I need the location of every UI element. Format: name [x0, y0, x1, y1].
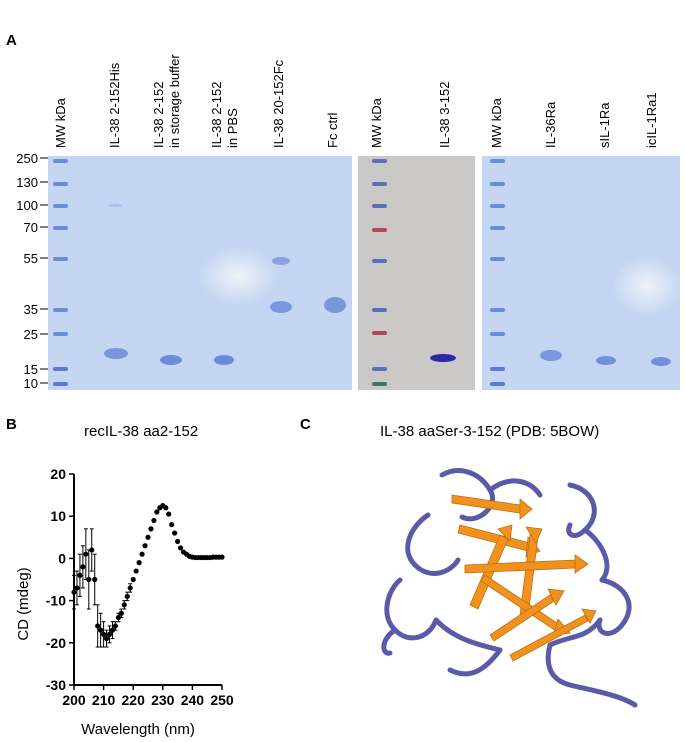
lane-label-mw-1: MW kDa	[53, 98, 68, 148]
cd-y-tick-label: -10	[46, 593, 66, 609]
lane-label-icil1ra1: icIL-1Ra1	[644, 92, 659, 148]
cd-data-point	[121, 602, 127, 608]
cd-data-point	[89, 547, 95, 553]
mw-tick-100: 100	[16, 198, 38, 213]
mw-tick-25: 25	[23, 327, 38, 342]
mw-tick-70: 70	[23, 220, 38, 235]
cd-data-point	[139, 551, 145, 557]
lane-label-il38-3: IL-38 3-152	[437, 81, 452, 149]
cd-y-tick-label: -30	[46, 677, 66, 693]
cd-xlabel: Wavelength (nm)	[81, 721, 195, 738]
cd-data-point	[106, 631, 113, 637]
panel-label-a: A	[6, 32, 17, 49]
cd-y-tick-label: 10	[50, 508, 66, 524]
cd-data-point	[115, 614, 121, 621]
cd-data-point	[95, 623, 101, 629]
cd-x-tick-label: 240	[181, 692, 205, 708]
cd-data-point	[112, 623, 119, 629]
cd-data-point	[127, 585, 133, 591]
cd-x-tick-label: 210	[92, 692, 116, 708]
gel-image-3	[482, 156, 680, 390]
lane-label-sil1ra: sIL-1Ra	[597, 102, 612, 148]
gel-image-1	[48, 156, 352, 390]
lane-label-storage-2: in storage buffer	[167, 54, 182, 148]
cd-data-point	[92, 576, 98, 583]
cd-ylabel: CD (mdeg)	[15, 567, 32, 640]
lane-label-mw-2: MW kDa	[369, 98, 384, 148]
mw-tick-10: 10	[23, 376, 38, 391]
protein-structure-image	[381, 468, 638, 708]
cd-data-point	[148, 526, 154, 532]
cd-data-point	[142, 543, 148, 549]
cd-x-tick-label: 220	[122, 692, 146, 708]
cd-data-point	[80, 564, 86, 570]
lane-label-pbs-2: in PBS	[225, 108, 240, 148]
cd-y-tick-label: 20	[50, 466, 66, 482]
cd-x-tick-label: 200	[62, 692, 86, 708]
cd-data-point	[172, 530, 178, 536]
lane-label-his: IL-38 2-152His	[107, 62, 122, 148]
cd-data-point	[98, 627, 104, 633]
mw-tick-250: 250	[16, 151, 38, 166]
cd-data-point	[145, 534, 151, 540]
cd-data-point	[136, 560, 142, 566]
lane-label-fc-ctrl: Fc ctrl	[325, 112, 340, 148]
cd-data-point	[166, 511, 172, 517]
panel-label-b: B	[6, 416, 17, 433]
lane-label-mw-3: MW kDa	[489, 98, 504, 148]
panel-label-c: C	[300, 416, 311, 433]
cd-data-point	[83, 551, 89, 557]
lane-label-fc: IL-38 20-152Fc	[271, 59, 286, 148]
lane-label-pbs-1: IL-38 2-152	[209, 81, 224, 149]
cd-data-point	[130, 576, 136, 583]
cd-data-point	[175, 538, 181, 545]
mw-tick-130: 130	[16, 175, 38, 190]
cd-data-point	[154, 509, 160, 515]
cd-data-point	[163, 505, 169, 511]
cd-data-point	[118, 610, 124, 616]
lane-label-il36ra: IL-36Ra	[543, 101, 558, 148]
cd-data-point	[133, 568, 139, 574]
cd-x-tick-label: 250	[210, 692, 234, 708]
mw-tick-35: 35	[23, 302, 38, 317]
mw-tick-15: 15	[23, 362, 38, 377]
gel-image-2	[358, 156, 475, 390]
cd-data-point	[219, 554, 225, 560]
cd-x-tick-label: 230	[151, 692, 175, 708]
cd-data-point	[169, 522, 175, 528]
cd-data-point	[77, 572, 83, 578]
cd-data-point	[124, 593, 130, 599]
cd-data-point	[101, 631, 107, 637]
cd-chart-title: recIL-38 aa2-152	[84, 423, 199, 440]
cd-data-point	[109, 627, 116, 633]
cd-y-tick-label: 0	[58, 550, 66, 566]
cd-data-point	[86, 576, 92, 583]
structure-title: IL-38 aaSer-3-152 (PDB: 5BOW)	[380, 423, 600, 440]
mw-tick-55: 55	[23, 251, 38, 266]
cd-data-point	[177, 545, 184, 551]
lane-label-storage-1: IL-38 2-152	[151, 81, 166, 149]
cd-data-point	[74, 585, 80, 591]
cd-y-tick-label: -20	[46, 635, 66, 651]
cd-data-point	[103, 635, 110, 642]
cd-data-point	[151, 517, 157, 524]
cd-data-point	[71, 589, 77, 595]
mw-axis-ticks	[40, 157, 48, 384]
